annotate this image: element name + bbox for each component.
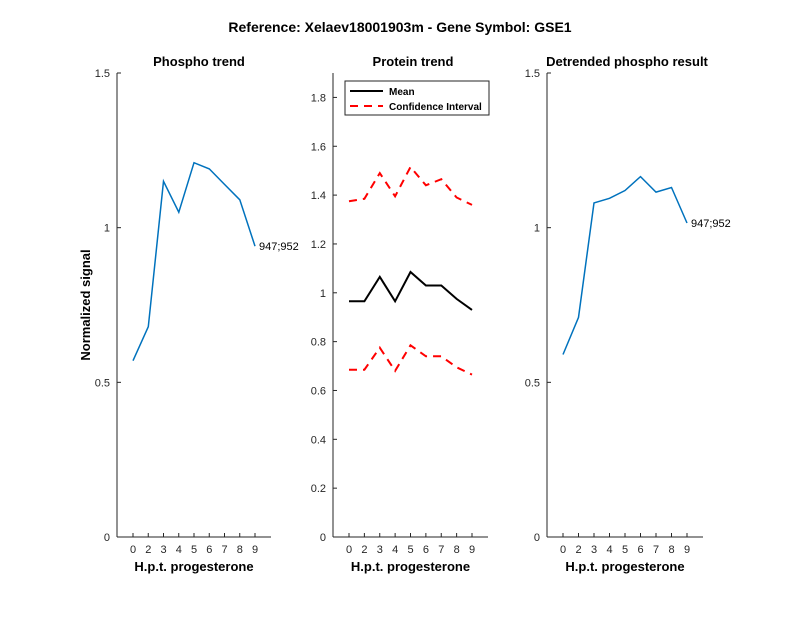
y-tick-label: 1.8 [311, 92, 326, 104]
x-tick-label: 5 [191, 544, 197, 556]
x-tick-label: 9 [469, 544, 475, 556]
y-tick-label: 0 [534, 532, 540, 544]
y-tick-label: 0 [320, 532, 326, 544]
x-tick-label: 6 [206, 544, 212, 556]
x-tick-label: 6 [637, 544, 643, 556]
x-axis-label: H.p.t. progesterone [565, 559, 684, 574]
series-line-2 [348, 165, 473, 206]
x-tick-label: 4 [392, 544, 398, 556]
x-tick-label: 7 [438, 544, 444, 556]
x-tick-label: 2 [575, 544, 581, 556]
x-tick-label: 4 [606, 544, 612, 556]
x-tick-label: 7 [653, 544, 659, 556]
chart-title: Protein trend [373, 54, 454, 69]
y-tick-label: 1.2 [311, 239, 326, 251]
x-tick-label: 0 [560, 544, 566, 556]
x-tick-label: 7 [221, 544, 227, 556]
y-tick-label: 1.5 [95, 68, 110, 80]
series-line-1 [349, 270, 473, 311]
y-tick-label: 1 [320, 288, 326, 300]
y-tick-label: 0.5 [525, 377, 540, 389]
x-tick-label: 9 [684, 544, 690, 556]
x-tick-label: 5 [407, 544, 413, 556]
x-tick-label: 3 [377, 544, 383, 556]
series-line-1 [132, 161, 256, 362]
chart-panel-2: Protein trend 0 0.2 0.4 0.6 0.8 1 1.2 1.4 1.6 1.8 0… [311, 54, 490, 574]
chart-title: Phospho trend [153, 54, 245, 69]
y-tick-label: 1.6 [311, 141, 326, 153]
x-tick-label: 8 [237, 544, 243, 556]
x-tick-label: 8 [668, 544, 674, 556]
x-tick-label: 5 [622, 544, 628, 556]
y-tick-label: 1.4 [311, 190, 326, 202]
legend-label-1: Mean [389, 87, 415, 98]
series-line-1 [562, 175, 688, 355]
x-tick-label: 3 [160, 544, 166, 556]
series-line-3 [349, 343, 473, 376]
y-tick-label: 0.6 [311, 385, 326, 397]
y-tick-label: 0.2 [311, 483, 326, 495]
x-tick-label: 9 [252, 544, 258, 556]
y-tick-label: 1 [534, 223, 540, 235]
data-label: 947;952 [691, 218, 731, 230]
x-tick-label: 0 [130, 544, 136, 556]
x-tick-label: 2 [145, 544, 151, 556]
legend-label-2: Confidence Interval [389, 102, 482, 113]
chart-title: Detrended phospho result [546, 54, 708, 69]
y-tick-label: 0 [104, 532, 110, 544]
y-tick-label: 1 [104, 223, 110, 235]
x-axis-label: H.p.t. progesterone [351, 559, 470, 574]
legend-box [344, 80, 490, 116]
x-tick-label: 4 [176, 544, 182, 556]
y-axis-label: Normalized signal [78, 249, 93, 360]
x-tick-label: 8 [454, 544, 460, 556]
figure-title: Reference: Xelaev18001903m - Gene Symbol… [228, 19, 571, 35]
legend: Mean Confidence Interval [344, 80, 490, 116]
y-tick-label: 1.5 [525, 68, 540, 80]
y-tick-label: 0.5 [95, 377, 110, 389]
x-axis-label: H.p.t. progesterone [134, 559, 253, 574]
y-tick-label: 0.4 [311, 434, 326, 446]
x-tick-label: 0 [346, 544, 352, 556]
x-tick-label: 6 [423, 544, 429, 556]
y-tick-label: 0.8 [311, 337, 326, 349]
x-tick-label: 2 [361, 544, 367, 556]
x-tick-label: 3 [591, 544, 597, 556]
data-label: 947;952 [259, 241, 299, 253]
